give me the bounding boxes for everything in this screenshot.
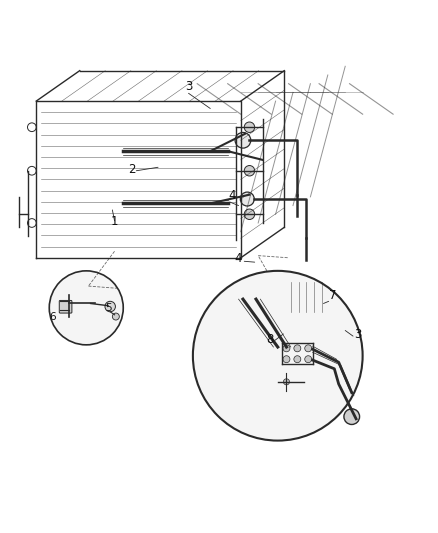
Circle shape (283, 379, 290, 385)
Circle shape (283, 345, 290, 352)
Circle shape (235, 133, 251, 148)
Circle shape (344, 409, 360, 424)
Circle shape (294, 345, 301, 352)
Circle shape (294, 356, 301, 362)
Circle shape (193, 271, 363, 441)
Circle shape (244, 122, 254, 133)
Circle shape (113, 313, 119, 320)
Circle shape (305, 356, 312, 362)
Circle shape (305, 345, 312, 352)
Circle shape (240, 192, 254, 206)
FancyBboxPatch shape (59, 301, 72, 313)
Circle shape (49, 271, 123, 345)
Circle shape (244, 166, 254, 176)
Text: 5: 5 (105, 303, 111, 313)
Text: 6: 6 (49, 312, 56, 321)
Circle shape (244, 209, 254, 220)
Circle shape (105, 301, 116, 312)
Circle shape (283, 356, 290, 362)
Text: 2: 2 (128, 163, 136, 176)
Text: 8: 8 (267, 333, 274, 346)
Text: 4: 4 (228, 189, 236, 202)
Text: 7: 7 (329, 289, 337, 302)
Text: 4: 4 (235, 252, 242, 265)
Text: 3: 3 (185, 80, 192, 93)
Text: 3: 3 (355, 328, 362, 341)
Text: 1: 1 (111, 215, 118, 228)
